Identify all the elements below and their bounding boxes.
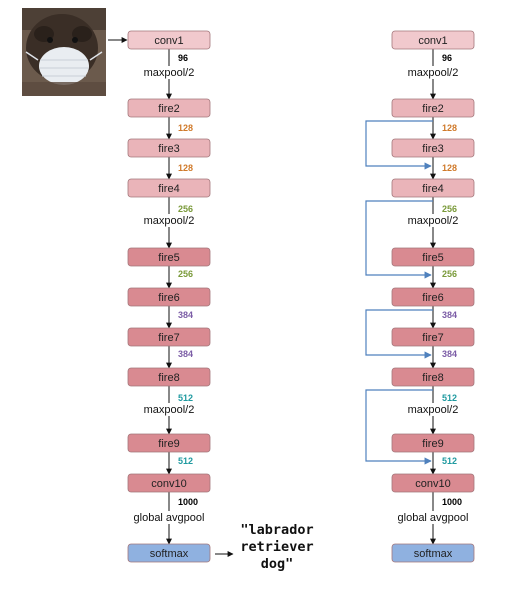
layer-label-conv10: conv10 bbox=[151, 478, 186, 490]
layer-label-conv1: conv1 bbox=[154, 35, 183, 47]
channel-count: 256 bbox=[178, 269, 193, 279]
layer-box-fire8 bbox=[127, 367, 211, 387]
channel-count: 256 bbox=[442, 269, 457, 279]
prediction-line: retriever bbox=[240, 539, 314, 555]
pool-label: global avgpool bbox=[398, 512, 469, 524]
pool-label-bg bbox=[140, 403, 198, 416]
layer-label-conv1: conv1 bbox=[418, 35, 447, 47]
prediction-label: "labrador retriever dog" bbox=[222, 522, 332, 573]
layer-label-softmax: softmax bbox=[150, 548, 189, 560]
layer-box-fire7 bbox=[127, 327, 211, 347]
prediction-line: dog" bbox=[260, 556, 294, 572]
pool-label-bg bbox=[404, 214, 462, 227]
layer-box-conv1 bbox=[127, 30, 211, 50]
layer-label-fire9: fire9 bbox=[158, 438, 179, 450]
layer-box-fire2 bbox=[127, 98, 211, 118]
bypass-arrow bbox=[365, 389, 433, 465]
layer-label-fire5: fire5 bbox=[422, 252, 443, 264]
layer-label-fire7: fire7 bbox=[158, 332, 179, 344]
layer-box-fire5 bbox=[127, 247, 211, 267]
right-network-with-bypass: conv1 fire2 fire3 fire4 fire5 fire6 fire7 fire8… bbox=[365, 30, 476, 563]
layer-label-fire6: fire6 bbox=[158, 292, 179, 304]
layer-label-fire8: fire8 bbox=[422, 372, 443, 384]
layer-label-fire9: fire9 bbox=[422, 438, 443, 450]
channel-count: 384 bbox=[442, 310, 457, 320]
channel-count: 96 bbox=[442, 53, 452, 63]
layer-box-softmax bbox=[391, 543, 475, 563]
layer-box-fire5 bbox=[391, 247, 475, 267]
pool-label-bg bbox=[404, 66, 462, 79]
layer-box-fire6 bbox=[127, 287, 211, 307]
layer-label-conv10: conv10 bbox=[415, 478, 450, 490]
layer-box-fire3 bbox=[391, 138, 475, 158]
layer-box-softmax bbox=[127, 543, 211, 563]
layer-box-fire8 bbox=[391, 367, 475, 387]
pool-label: maxpool/2 bbox=[408, 404, 459, 416]
channel-count: 1000 bbox=[442, 497, 462, 507]
channel-count: 512 bbox=[178, 456, 193, 466]
layer-box-fire2 bbox=[391, 98, 475, 118]
pool-label: maxpool/2 bbox=[408, 67, 459, 79]
pool-label-bg bbox=[404, 403, 462, 416]
pool-label-bg bbox=[390, 511, 476, 524]
channel-count: 512 bbox=[178, 393, 193, 403]
channel-count: 512 bbox=[442, 393, 457, 403]
layer-box-fire6 bbox=[391, 287, 475, 307]
input-dog-photo bbox=[22, 8, 106, 96]
layer-box-fire9 bbox=[391, 433, 475, 453]
layer-box-fire9 bbox=[127, 433, 211, 453]
pool-label-bg bbox=[126, 511, 212, 524]
layer-label-fire2: fire2 bbox=[422, 103, 443, 115]
layer-label-fire5: fire5 bbox=[158, 252, 179, 264]
pool-label-bg bbox=[140, 66, 198, 79]
prediction-line: "labrador bbox=[240, 522, 314, 538]
bypass-arrow bbox=[365, 200, 433, 279]
layer-box-fire4 bbox=[127, 178, 211, 198]
pool-label: global avgpool bbox=[134, 512, 205, 524]
channel-count: 256 bbox=[442, 204, 457, 214]
pool-label: maxpool/2 bbox=[144, 404, 195, 416]
channel-count: 256 bbox=[178, 204, 193, 214]
pool-label: maxpool/2 bbox=[408, 215, 459, 227]
layer-box-fire3 bbox=[127, 138, 211, 158]
bypass-arrow bbox=[365, 309, 433, 359]
layer-label-fire3: fire3 bbox=[422, 143, 443, 155]
channel-count: 128 bbox=[442, 123, 457, 133]
pool-label: maxpool/2 bbox=[144, 67, 195, 79]
layer-label-fire4: fire4 bbox=[158, 183, 179, 195]
layer-box-conv10 bbox=[391, 473, 475, 493]
channel-count: 96 bbox=[178, 53, 188, 63]
layer-label-fire3: fire3 bbox=[158, 143, 179, 155]
layer-box-conv1 bbox=[391, 30, 475, 50]
left-network: conv1 fire2 fire3 fire4 fire5 fire6 fire7 fire8… bbox=[126, 30, 212, 563]
channel-count: 128 bbox=[442, 163, 457, 173]
channel-count: 384 bbox=[178, 349, 193, 359]
channel-count: 1000 bbox=[178, 497, 198, 507]
layer-label-softmax: softmax bbox=[414, 548, 453, 560]
channel-count: 384 bbox=[178, 310, 193, 320]
bypass-arrow bbox=[365, 120, 433, 170]
layer-label-fire4: fire4 bbox=[422, 183, 443, 195]
layer-box-conv10 bbox=[127, 473, 211, 493]
layer-label-fire2: fire2 bbox=[158, 103, 179, 115]
channel-count: 128 bbox=[178, 163, 193, 173]
channel-count: 128 bbox=[178, 123, 193, 133]
layer-box-fire4 bbox=[391, 178, 475, 198]
layer-box-fire7 bbox=[391, 327, 475, 347]
layer-label-fire8: fire8 bbox=[158, 372, 179, 384]
pool-label: maxpool/2 bbox=[144, 215, 195, 227]
channel-count: 512 bbox=[442, 456, 457, 466]
layer-label-fire6: fire6 bbox=[422, 292, 443, 304]
pool-label-bg bbox=[140, 214, 198, 227]
channel-count: 384 bbox=[442, 349, 457, 359]
layer-label-fire7: fire7 bbox=[422, 332, 443, 344]
